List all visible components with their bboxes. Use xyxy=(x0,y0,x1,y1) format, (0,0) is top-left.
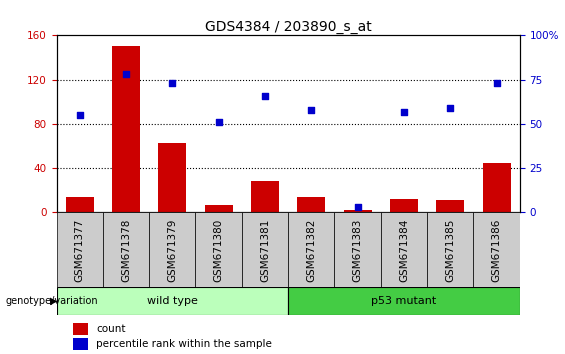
Text: GSM671382: GSM671382 xyxy=(306,218,316,282)
Bar xyxy=(288,287,520,315)
Bar xyxy=(149,212,195,287)
Bar xyxy=(390,199,418,212)
Bar xyxy=(427,212,473,287)
Bar xyxy=(56,212,103,287)
Bar xyxy=(242,212,288,287)
Point xyxy=(399,109,408,114)
Point xyxy=(121,72,131,77)
Point xyxy=(168,80,177,86)
Bar xyxy=(483,162,511,212)
Bar xyxy=(195,212,242,287)
Text: GSM671380: GSM671380 xyxy=(214,218,224,281)
Bar xyxy=(436,200,464,212)
Text: genotype/variation: genotype/variation xyxy=(6,296,98,306)
Bar xyxy=(344,210,372,212)
Title: GDS4384 / 203890_s_at: GDS4384 / 203890_s_at xyxy=(205,21,372,34)
Point xyxy=(353,204,362,210)
Bar xyxy=(73,323,88,335)
Bar xyxy=(112,46,140,212)
Point xyxy=(307,107,316,113)
Bar xyxy=(381,212,427,287)
Text: GSM671378: GSM671378 xyxy=(121,218,131,282)
Bar xyxy=(103,212,149,287)
Bar xyxy=(205,205,233,212)
Text: GSM671379: GSM671379 xyxy=(167,218,177,282)
Point xyxy=(492,80,501,86)
Point xyxy=(260,93,270,98)
Text: GSM671385: GSM671385 xyxy=(445,218,455,282)
Bar xyxy=(334,212,381,287)
Text: GSM671377: GSM671377 xyxy=(75,218,85,282)
Text: p53 mutant: p53 mutant xyxy=(371,296,437,306)
Bar xyxy=(288,212,334,287)
Bar xyxy=(251,181,279,212)
Bar xyxy=(66,197,94,212)
Text: GSM671384: GSM671384 xyxy=(399,218,409,282)
Text: GSM671381: GSM671381 xyxy=(260,218,270,282)
Text: ▶: ▶ xyxy=(50,296,58,306)
Bar xyxy=(297,197,325,212)
Text: count: count xyxy=(96,324,125,334)
Bar xyxy=(473,212,520,287)
Text: GSM671386: GSM671386 xyxy=(492,218,502,282)
Bar xyxy=(73,338,88,350)
Point xyxy=(446,105,455,111)
Text: GSM671383: GSM671383 xyxy=(353,218,363,282)
Text: percentile rank within the sample: percentile rank within the sample xyxy=(96,339,272,349)
Bar xyxy=(56,287,288,315)
Text: wild type: wild type xyxy=(147,296,198,306)
Point xyxy=(75,112,84,118)
Point xyxy=(214,119,223,125)
Bar xyxy=(158,143,186,212)
